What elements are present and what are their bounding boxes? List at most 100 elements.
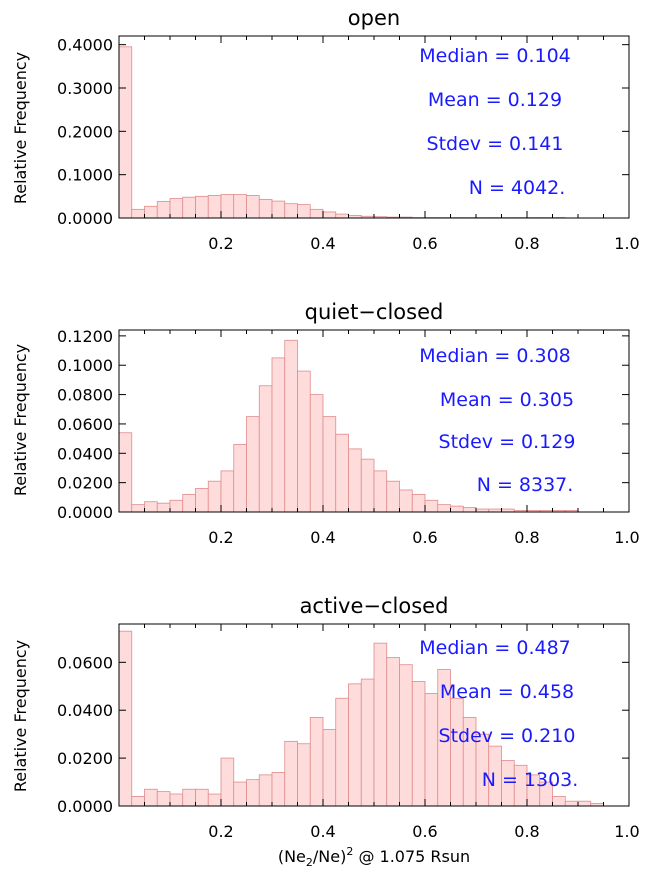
panel-active-closed-bar bbox=[131, 796, 145, 807]
panel-active-closed-bar bbox=[564, 800, 579, 807]
panel-active-closed-bar bbox=[348, 683, 362, 807]
panel-quiet-closed-bar bbox=[360, 458, 375, 513]
panel-active-closed-bar bbox=[156, 791, 171, 807]
panel-active-closed-x-tick-label: 0.6 bbox=[412, 822, 437, 841]
panel-quiet-closed-y-tick-label: 0.0400 bbox=[57, 444, 113, 463]
panel-open-bar bbox=[297, 204, 311, 219]
panel-active-closed-bar bbox=[182, 788, 196, 807]
panel-quiet-closed-bar bbox=[233, 444, 247, 513]
panel-active-closed-bar bbox=[233, 781, 247, 807]
panel-active-closed-bar bbox=[284, 740, 298, 807]
panel-quiet-closed-bar bbox=[246, 416, 260, 513]
panel-active-closed-bar bbox=[552, 796, 566, 807]
panel-active-closed-bars bbox=[118, 630, 604, 807]
panel-open-bar bbox=[195, 195, 209, 219]
panel-active-closed-bar bbox=[246, 779, 260, 807]
panel-quiet-closed-bar bbox=[462, 507, 477, 513]
panel-open-mean-stat: Mean = 0.129 bbox=[428, 89, 562, 111]
panel-active-closed-title: active−closed bbox=[300, 594, 449, 618]
panel-open: open Relative Frequency 0.00000.10000.20… bbox=[11, 6, 640, 253]
panel-active-closed-bar bbox=[322, 728, 337, 807]
panel-quiet-closed-stdev-stat: Stdev = 0.129 bbox=[439, 431, 576, 453]
panel-quiet-closed-bar bbox=[284, 339, 298, 513]
panel-quiet-closed-x-tick-label: 0.4 bbox=[310, 528, 335, 547]
panel-quiet-closed-bar bbox=[373, 470, 388, 513]
panel-active-closed-y-tick-label: 0.0000 bbox=[57, 797, 113, 816]
panel-active-closed-bar bbox=[169, 793, 184, 807]
panel-open-x-tick-label: 1.0 bbox=[614, 234, 639, 253]
panel-open-y-tick-label: 0.0000 bbox=[57, 209, 113, 228]
panel-active-closed-bar bbox=[118, 630, 133, 807]
panel-active-closed-mean-stat: Mean = 0.458 bbox=[440, 681, 574, 703]
panel-active-closed-median-stat: Median = 0.487 bbox=[419, 637, 571, 659]
panel-quiet-closed-y-ticks: 0.0000 0.0200 0.0400 0.0600 0.0800 0.1000 0.12… bbox=[57, 327, 629, 522]
panel-quiet-closed-x-tick-label: 0.2 bbox=[208, 528, 233, 547]
panel-active-closed-bar bbox=[399, 664, 413, 807]
panel-open-bar bbox=[220, 194, 235, 219]
panel-quiet-closed-bar bbox=[450, 505, 464, 513]
panel-open-y-tick-label: 0.4000 bbox=[57, 36, 113, 55]
panel-quiet-closed-bar bbox=[348, 448, 362, 513]
panel-open-bars bbox=[118, 46, 566, 219]
panel-quiet-closed-title: quiet−closed bbox=[305, 300, 444, 324]
x-axis-label-mid: /Ne) bbox=[313, 847, 346, 866]
panel-active-closed: active−closed Relative Frequency 0.0000 0… bbox=[11, 594, 640, 869]
panel-quiet-closed-bar bbox=[399, 489, 413, 513]
panel-quiet-closed-y-tick-label: 0.0800 bbox=[57, 386, 113, 405]
panel-active-closed-bar bbox=[577, 800, 592, 807]
panel-quiet-closed-y-tick-label: 0.0200 bbox=[57, 474, 113, 493]
panel-active-closed-bar bbox=[386, 657, 400, 807]
panel-active-closed-y-axis-label: Relative Frequency bbox=[11, 640, 30, 792]
panel-open-y-tick-label: 0.3000 bbox=[57, 79, 113, 98]
panel-open-bar bbox=[335, 213, 349, 219]
panel-quiet-closed-x-tick-label: 0.6 bbox=[412, 528, 437, 547]
panel-open-bar bbox=[144, 205, 158, 219]
panel-quiet-closed: quiet−closed Relative Frequency 0.00000.… bbox=[11, 300, 640, 547]
panel-active-closed-y-tick-label: 0.0400 bbox=[57, 701, 113, 720]
panel-quiet-closed-y-axis-label: Relative Frequency bbox=[11, 344, 30, 496]
panel-active-closed-bar bbox=[309, 716, 324, 807]
panel-open-n-stat: N = 4042. bbox=[469, 177, 566, 199]
panel-quiet-closed-y-tick-label: 0.1200 bbox=[57, 327, 113, 346]
panel-open-x-ticks: 0.2 0.4 0.6 0.8 1.0 bbox=[144, 36, 640, 253]
panel-quiet-closed-bar bbox=[169, 499, 184, 513]
panel-active-closed-bar bbox=[220, 757, 235, 807]
panel-quiet-closed-bar bbox=[335, 433, 349, 513]
panel-open-bar bbox=[271, 200, 286, 219]
panel-active-closed-bar bbox=[373, 642, 388, 807]
panel-quiet-closed-y-tick-label: 0.0600 bbox=[57, 415, 113, 434]
panel-open-y-ticks: 0.0000 0.1000 0.2000 0.3000 0.4000 bbox=[57, 36, 629, 228]
panel-active-closed-x-ticks: 0.2 0.4 0.6 0.8 1.0 bbox=[144, 624, 640, 841]
panel-open-bar bbox=[118, 46, 133, 219]
panel-quiet-closed-n-stat: N = 8337. bbox=[477, 474, 574, 496]
panel-active-closed-stdev-stat: Stdev = 0.210 bbox=[439, 725, 576, 747]
panel-quiet-closed-bar bbox=[118, 432, 133, 513]
panel-open-title: open bbox=[348, 6, 400, 30]
x-axis-label-superscript: 2 bbox=[346, 845, 353, 858]
panel-quiet-closed-bar bbox=[207, 480, 222, 513]
panel-open-bar bbox=[309, 208, 324, 219]
panel-quiet-closed-bar bbox=[309, 394, 324, 513]
panel-quiet-closed-x-ticks: 0.2 0.4 0.6 0.8 1.0 bbox=[144, 330, 640, 547]
panel-open-bar bbox=[156, 201, 171, 219]
panel-active-closed-x-tick-label: 1.0 bbox=[614, 822, 639, 841]
panel-active-closed-bar bbox=[207, 793, 222, 807]
panel-open-bar bbox=[246, 195, 260, 219]
panel-open-bar bbox=[169, 198, 184, 219]
panel-quiet-closed-bar bbox=[424, 499, 439, 513]
panel-quiet-closed-y-tick-label: 0.1000 bbox=[57, 356, 113, 375]
panel-quiet-closed-median-stat: Median = 0.308 bbox=[419, 345, 571, 367]
panel-open-bar bbox=[182, 196, 196, 219]
panel-quiet-closed-bar bbox=[386, 480, 400, 513]
panel-open-x-tick-label: 0.2 bbox=[208, 234, 233, 253]
panel-quiet-closed-bar bbox=[182, 493, 196, 513]
panel-active-closed-bar bbox=[258, 774, 273, 807]
panel-open-x-tick-label: 0.4 bbox=[310, 234, 335, 253]
panel-active-closed-x-tick-label: 0.2 bbox=[208, 822, 233, 841]
panel-open-bar bbox=[322, 211, 337, 219]
panel-active-closed-n-stat: N = 1303. bbox=[482, 769, 579, 791]
x-axis-label: (Ne2/Ne)2 @ 1.075 Rsun bbox=[278, 845, 470, 869]
panel-open-x-tick-label: 0.8 bbox=[514, 234, 539, 253]
panel-active-closed-bar bbox=[360, 678, 375, 807]
panel-quiet-closed-bar bbox=[144, 501, 158, 513]
